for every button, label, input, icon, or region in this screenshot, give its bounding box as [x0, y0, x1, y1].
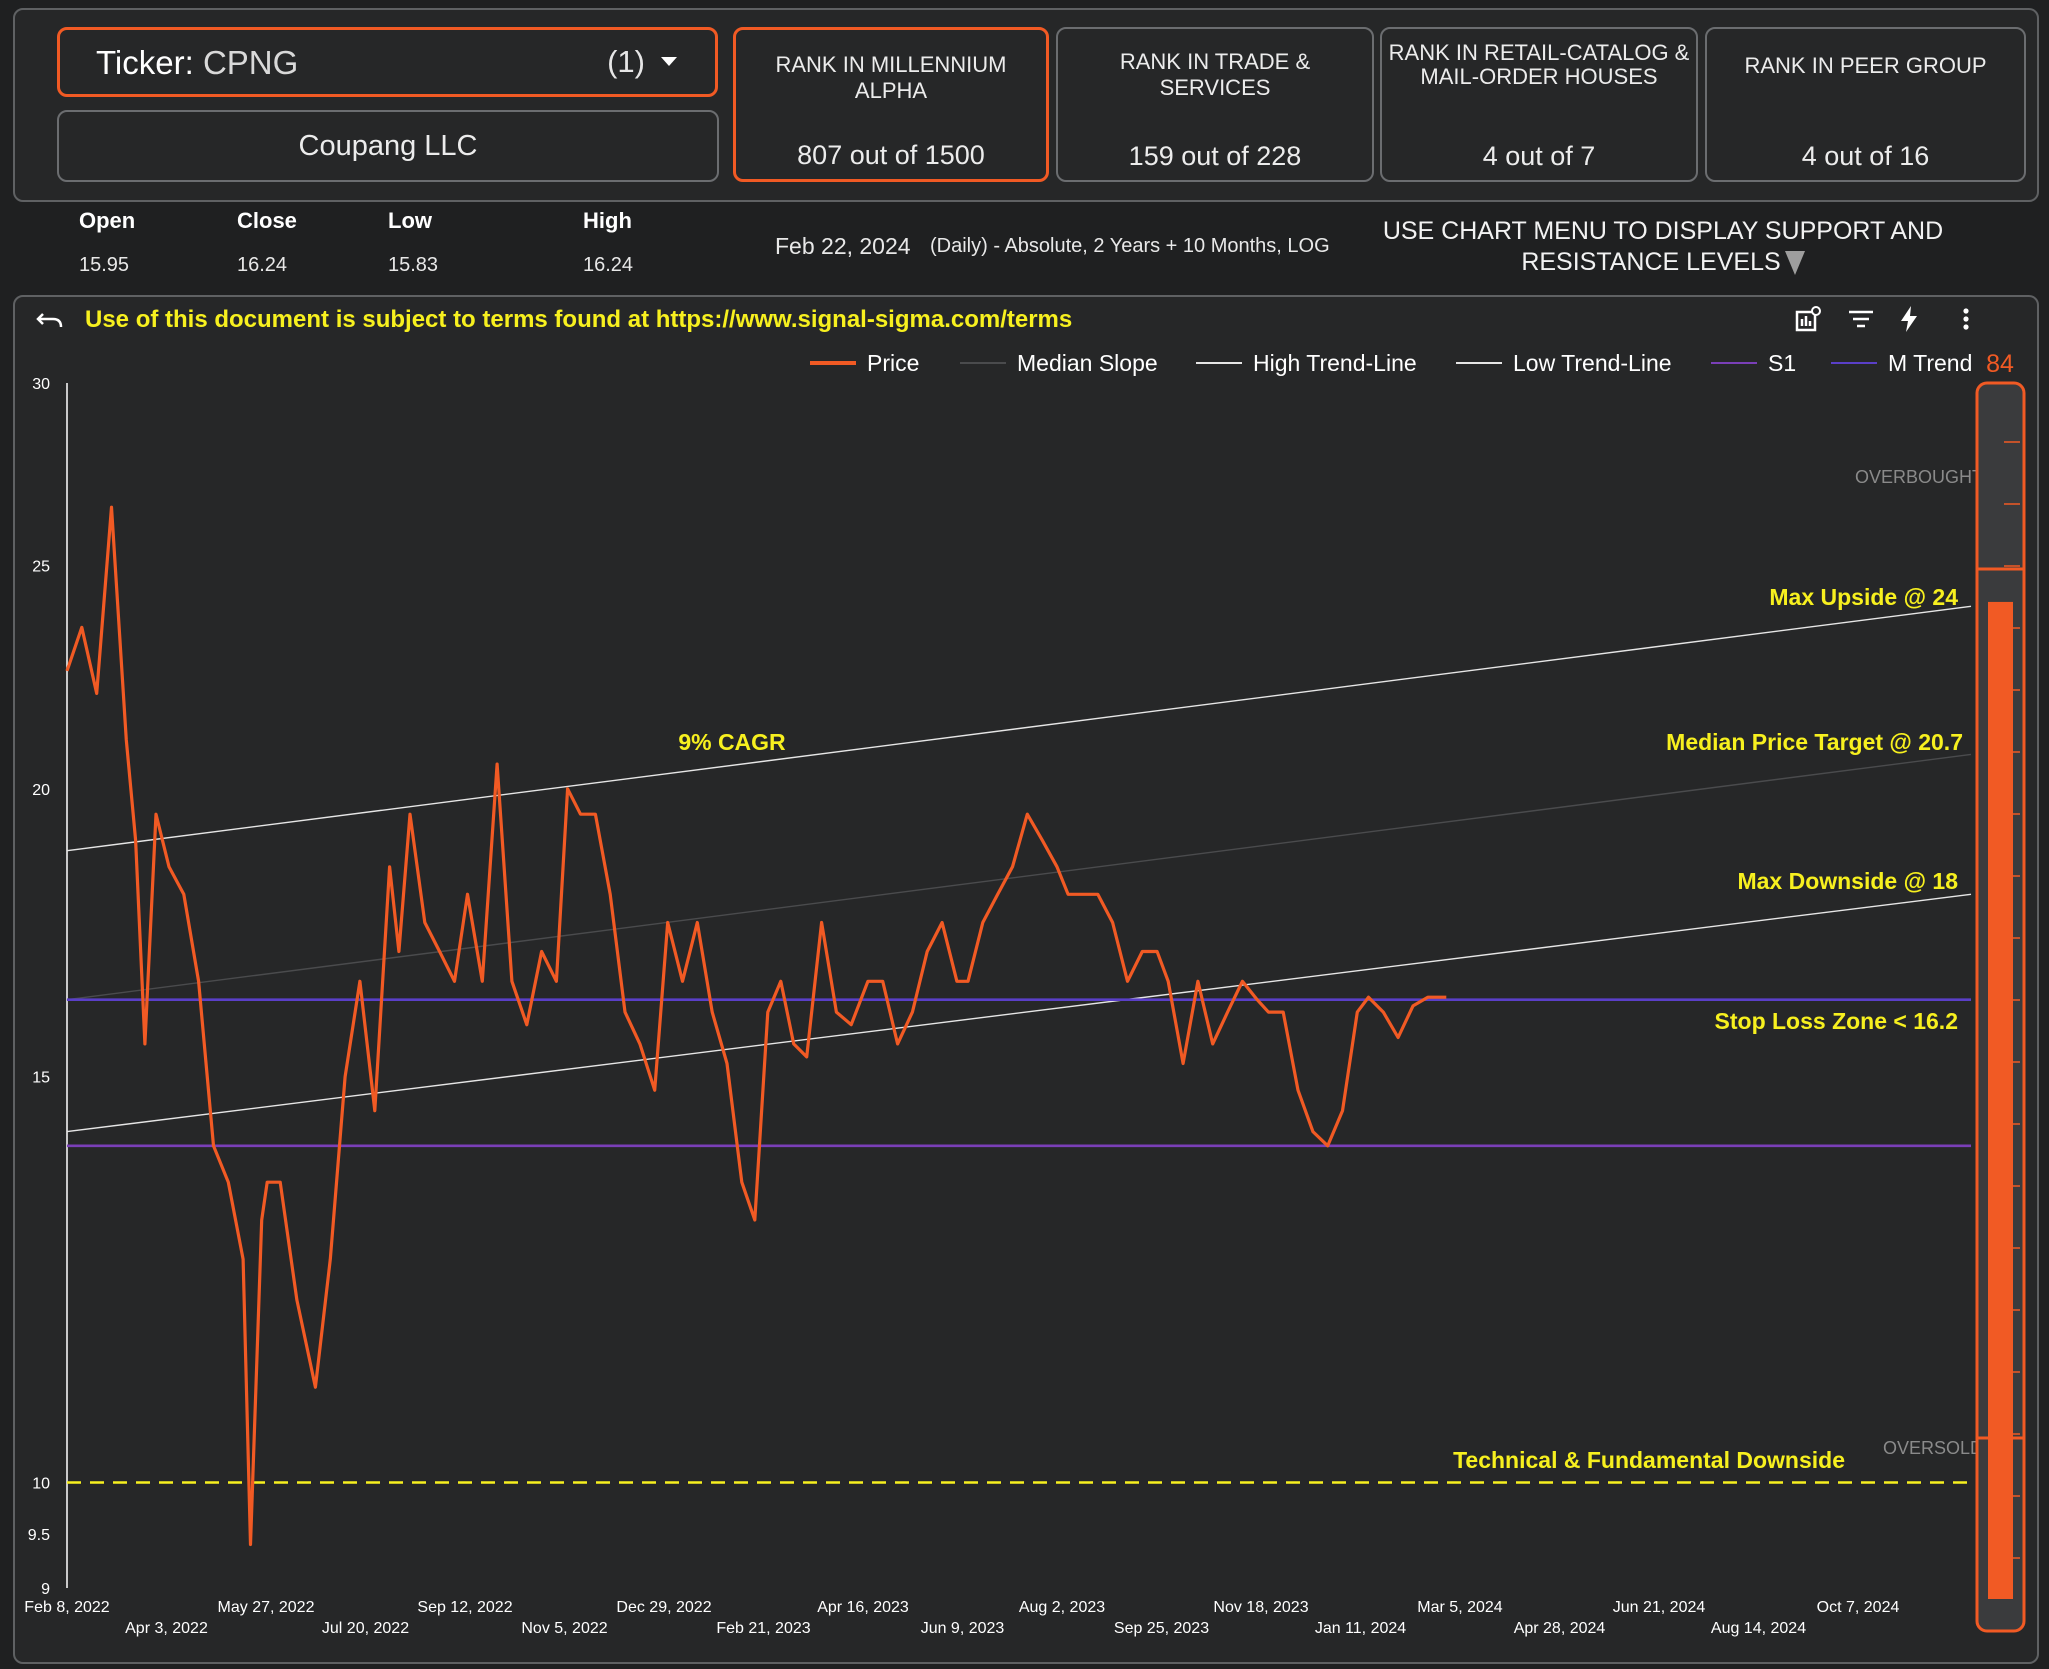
stat-value: 16.24 — [237, 254, 288, 276]
y-tick-label: 25 — [32, 558, 50, 575]
rank-title: RANK IN PEER GROUP — [1744, 53, 1987, 78]
legend-label: Price — [867, 350, 919, 376]
chart-settings-icon[interactable] — [1794, 304, 1822, 334]
stat-value: 16.24 — [583, 254, 634, 276]
chart-annotation: Max Downside @ 18 — [1737, 868, 1958, 894]
x-tick-label: Oct 7, 2024 — [1817, 1599, 1900, 1616]
rank-value: 159 out of 228 — [1128, 141, 1302, 171]
legend-label: Median Slope — [1017, 350, 1158, 376]
momentum-gauge: 84 OVERBOUGHT OVERSOLD — [1855, 350, 2026, 1633]
x-tick-label: May 27, 2022 — [218, 1599, 315, 1616]
x-tick-label: Apr 3, 2022 — [125, 1620, 208, 1637]
rank-card-millennium: RANK IN MILLENNIUM ALPHA 807 out of 1500 — [733, 27, 1049, 182]
more-vert-icon[interactable] — [1960, 304, 1972, 334]
ticker-selector[interactable]: Ticker: CPNG (1) — [57, 27, 718, 97]
ticker-label: Ticker — [96, 44, 185, 81]
stat-label: Close — [237, 208, 297, 233]
hint-text: USE CHART MENU TO DISPLAY SUPPORT AND RE… — [1382, 217, 1944, 276]
x-tick-label: Sep 12, 2022 — [417, 1599, 512, 1616]
chevron-down-icon[interactable] — [661, 57, 677, 66]
stat-close: Close 16.24 — [237, 208, 297, 276]
y-axis: 9 9.5 10 15 20 25 30 — [28, 376, 68, 1598]
high-trend-line — [66, 605, 1972, 852]
chart-annotation: Max Upside @ 24 — [1769, 584, 1958, 610]
gauge-overbought-label: OVERBOUGHT — [1855, 467, 1983, 487]
ticker-count: (1) — [607, 44, 645, 79]
x-tick-label: Apr 16, 2023 — [817, 1599, 909, 1616]
legend-label: M Trend — [1888, 350, 1972, 376]
x-tick-label: Aug 2, 2023 — [1019, 1599, 1105, 1616]
chart-annotation: 9% CAGR — [678, 729, 786, 755]
x-tick-label: Jan 11, 2024 — [1315, 1620, 1406, 1637]
stat-low: Low 15.83 — [388, 208, 438, 276]
y-tick-label: 20 — [32, 782, 50, 799]
y-tick-label: 15 — [32, 1070, 50, 1087]
x-tick-label: Nov 5, 2022 — [521, 1620, 607, 1637]
x-tick-label: Jun 21, 2024 — [1613, 1599, 1706, 1616]
chart-annotation: Technical & Fundamental Downside — [1453, 1447, 1845, 1473]
chart-panel — [13, 295, 2039, 1664]
gauge-oversold-label: OVERSOLD — [1883, 1438, 1983, 1458]
stat-label: Low — [388, 208, 432, 233]
chart-mode: (Daily) - Absolute, 2 Years + 10 Months,… — [930, 235, 1330, 257]
x-axis: Feb 8, 2022 May 27, 2022 Sep 12, 2022 Dec 2… — [24, 1599, 1899, 1637]
legend-label: S1 — [1768, 350, 1796, 376]
chart-lines — [65, 505, 1972, 1547]
stat-value: 15.83 — [388, 254, 439, 276]
chart-annotation: Median Price Target @ 20.7 — [1666, 729, 1963, 755]
rank-value: 807 out of 1500 — [797, 140, 985, 170]
company-name: Coupang LLC — [57, 110, 719, 182]
x-tick-label: Aug 14, 2024 — [1711, 1620, 1806, 1637]
stat-label: High — [583, 208, 632, 233]
gauge-value: 84 — [1986, 350, 2014, 378]
chart-menu-hint: USE CHART MENU TO DISPLAY SUPPORT AND RE… — [1378, 216, 1948, 278]
legend-label: Low Trend-Line — [1513, 350, 1672, 376]
y-tick-label: 30 — [32, 376, 50, 393]
median-slope-line — [66, 753, 1972, 1001]
gauge-fill — [1988, 601, 2013, 1599]
x-tick-label: Jun 9, 2023 — [921, 1620, 1005, 1637]
triangle-down-icon — [1784, 251, 1805, 276]
chart-legend: Price Median Slope High Trend-Line Low Tren… — [810, 350, 1972, 376]
x-tick-label: Jul 20, 2022 — [322, 1620, 409, 1637]
chart-annotation: Stop Loss Zone < 16.2 — [1715, 1008, 1958, 1034]
rank-card-retail-catalog: RANK IN RETAIL-CATALOG & MAIL-ORDER HOUS… — [1380, 27, 1698, 182]
x-tick-label: Feb 8, 2022 — [24, 1599, 110, 1616]
y-tick-label: 10 — [32, 1476, 50, 1493]
stat-high: High 16.24 — [583, 208, 633, 276]
x-tick-label: Dec 29, 2022 — [616, 1599, 711, 1616]
y-tick-label: 9.5 — [28, 1527, 50, 1544]
filter-icon[interactable] — [1847, 308, 1875, 330]
ticker-value: CPNG — [202, 44, 299, 81]
terms-notice: Use of this document is subject to terms… — [85, 306, 1073, 333]
x-tick-label: Sep 25, 2023 — [1114, 1620, 1209, 1637]
lightning-icon[interactable] — [1898, 304, 1920, 334]
x-tick-label: Nov 18, 2023 — [1213, 1599, 1308, 1616]
stat-label: Open — [79, 208, 136, 233]
low-trend-line — [66, 893, 1972, 1133]
x-tick-label: Mar 5, 2024 — [1417, 1599, 1502, 1616]
y-tick-label: 9 — [41, 1581, 50, 1598]
legend-label: High Trend-Line — [1253, 350, 1417, 376]
x-tick-label: Apr 28, 2024 — [1514, 1620, 1606, 1637]
stat-value: 15.95 — [79, 254, 130, 276]
chart-annotations: 9% CAGR Max Upside @ 24 Median Price Targe… — [678, 584, 1963, 1473]
rank-title: RANK IN MILLENNIUM ALPHA — [775, 52, 1007, 103]
undo-icon[interactable] — [35, 308, 65, 332]
stat-open: Open 15.95 — [79, 208, 136, 276]
rank-value: 4 out of 7 — [1482, 141, 1596, 171]
chart-date: Feb 22, 2024 — [775, 233, 911, 259]
rank-card-trade-services: RANK IN TRADE & SERVICES 159 out of 228 — [1056, 27, 1374, 182]
rank-title: RANK IN TRADE & SERVICES — [1119, 49, 1311, 100]
rank-card-peer-group: RANK IN PEER GROUP 4 out of 16 — [1705, 27, 2026, 182]
rank-value: 4 out of 16 — [1801, 141, 1930, 171]
price-line — [65, 505, 1447, 1547]
x-tick-label: Feb 21, 2023 — [716, 1620, 810, 1637]
rank-title: RANK IN RETAIL-CATALOG & MAIL-ORDER HOUS… — [1388, 40, 1690, 89]
